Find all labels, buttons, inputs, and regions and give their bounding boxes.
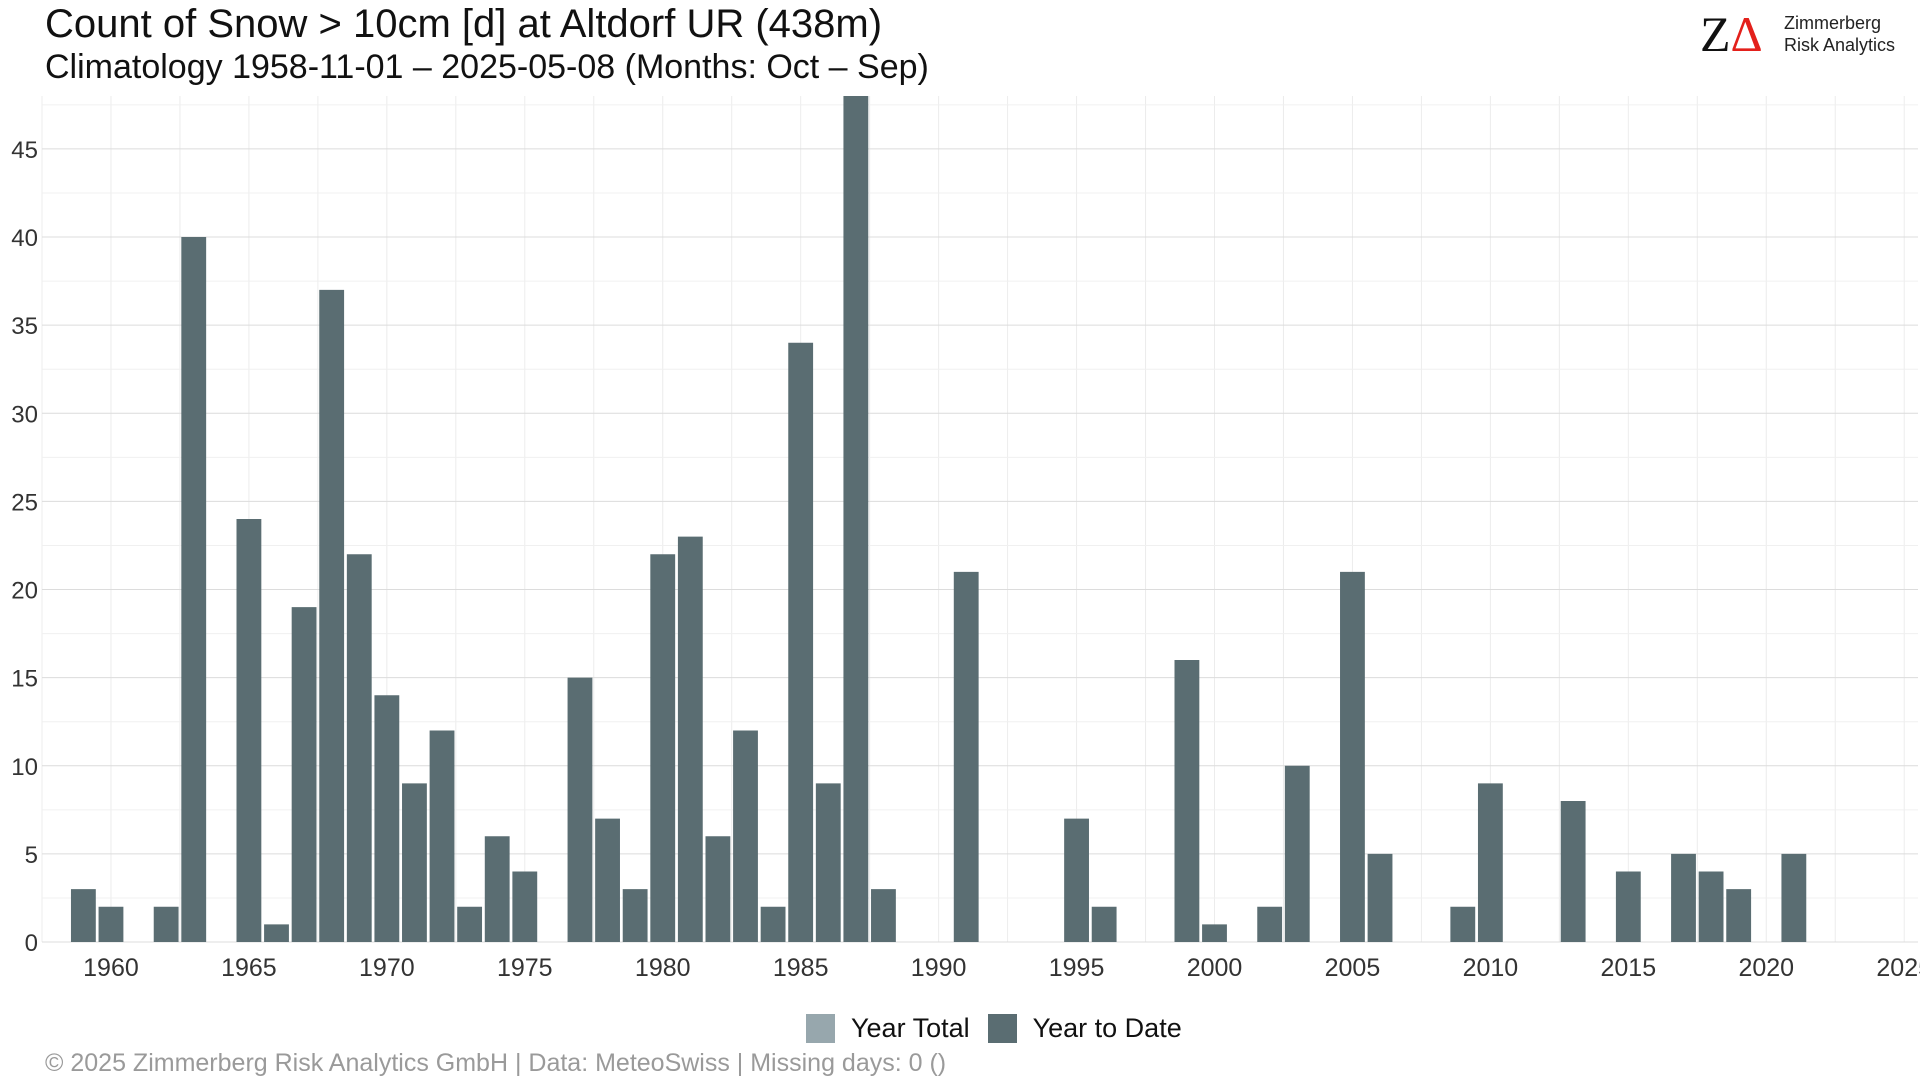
bar-1982 — [705, 836, 731, 942]
y-tick-label: 45 — [11, 137, 38, 164]
bar-1978 — [595, 818, 620, 942]
bar-1995 — [1064, 818, 1089, 942]
x-tick-label: 2025 — [1876, 954, 1920, 982]
bar-2002 — [1257, 906, 1283, 942]
x-tick-label: 1975 — [497, 954, 553, 982]
bar-1969 — [346, 554, 372, 942]
bar-2000 — [1202, 924, 1227, 942]
logo-mark: ZΔ — [1700, 8, 1763, 60]
bar-2017 — [1671, 853, 1696, 942]
logo-text: Zimmerberg Risk Analytics — [1784, 12, 1895, 56]
logo-line-2: Risk Analytics — [1784, 35, 1896, 55]
legend-label-year-total: Year Total — [851, 1012, 970, 1043]
legend-item-year-to-date: Year to Date — [987, 1012, 1182, 1044]
bar-1984 — [760, 906, 786, 942]
x-tick-label: 1980 — [635, 954, 691, 982]
bar-1962 — [153, 906, 179, 942]
bar-1981 — [677, 536, 703, 942]
x-tick-label: 2020 — [1738, 954, 1794, 982]
x-tick-label: 1965 — [221, 954, 277, 982]
bar-1974 — [484, 836, 510, 942]
x-tick-label: 2015 — [1601, 954, 1657, 982]
y-tick-label: 10 — [11, 754, 38, 781]
bar-2010 — [1477, 783, 1503, 942]
x-tick-label: 1990 — [911, 954, 967, 982]
y-tick-label: 5 — [25, 842, 38, 869]
bar-1985 — [788, 342, 814, 942]
x-tick-label: 1970 — [359, 954, 415, 982]
x-tick-label: 1985 — [773, 954, 829, 982]
x-tick-label: 2005 — [1325, 954, 1381, 982]
legend-label-year-to-date: Year to Date — [1032, 1012, 1182, 1043]
y-tick-label: 40 — [11, 225, 38, 252]
bar-1996 — [1091, 906, 1117, 942]
chart-title: Count of Snow > 10cm [d] at Altdorf UR (… — [45, 2, 883, 46]
footer-credits: © 2025 Zimmerberg Risk Analytics GmbH | … — [45, 1049, 947, 1077]
bar-1987 — [843, 96, 869, 942]
bar-1968 — [319, 289, 345, 942]
x-tick-label: 1960 — [83, 954, 139, 982]
legend-swatch-year-to-date — [987, 1013, 1017, 1043]
x-tick-label: 2010 — [1463, 954, 1519, 982]
bar-2019 — [1726, 889, 1752, 942]
bar-2013 — [1560, 801, 1586, 942]
y-tick-label: 35 — [11, 313, 38, 340]
logo-mark-z: Z — [1700, 6, 1731, 62]
bar-1970 — [374, 695, 400, 942]
y-tick-label: 25 — [11, 489, 38, 516]
bar-2015 — [1615, 871, 1641, 942]
y-tick-label: 15 — [11, 666, 38, 693]
bar-1959 — [70, 889, 96, 942]
bar-1973 — [457, 906, 483, 942]
bar-2005 — [1340, 571, 1365, 942]
bar-1960 — [98, 906, 124, 942]
legend: Year Total Year to Date — [806, 1012, 1200, 1044]
logo-line-1: Zimmerberg — [1784, 13, 1882, 33]
x-tick-label: 2000 — [1187, 954, 1243, 982]
bar-2006 — [1367, 853, 1393, 942]
bar-1980 — [650, 554, 676, 942]
bar-1983 — [733, 730, 758, 942]
bar-1963 — [181, 237, 207, 942]
y-axis-tick-labels: 0 5 10 15 20 25 30 35 40 45 — [11, 137, 38, 957]
legend-item-year-total: Year Total — [806, 1013, 970, 1044]
x-axis-tick-labels: 1960 1965 1970 1975 1980 1985 1990 1995 2000 2005… — [83, 954, 1920, 982]
bar-1975 — [512, 871, 538, 942]
bar-1966 — [264, 924, 289, 942]
bar-2018 — [1698, 871, 1724, 942]
x-tick-label: 1995 — [1049, 954, 1105, 982]
chart-subtitle: Climatology 1958-11-01 – 2025-05-08 (Mon… — [45, 48, 929, 86]
bar-1967 — [291, 607, 317, 942]
bar-2009 — [1450, 906, 1476, 942]
logo-mark-delta: Δ — [1730, 6, 1763, 62]
company-logo: ZΔ Zimmerberg Risk Analytics — [1700, 8, 1900, 60]
bar-2003 — [1284, 765, 1310, 942]
bar-1977 — [567, 677, 593, 942]
grid-lines — [41, 96, 1918, 943]
bar-1965 — [236, 519, 262, 942]
legend-swatch-year-total — [806, 1013, 835, 1043]
bar-1986 — [815, 783, 841, 942]
bar-1971 — [402, 783, 427, 942]
y-tick-label: 0 — [25, 930, 38, 957]
bars — [70, 96, 1807, 942]
y-tick-label: 20 — [11, 578, 38, 605]
bar-1988 — [871, 889, 896, 942]
bar-1979 — [622, 889, 648, 942]
bar-1991 — [953, 571, 979, 942]
bar-1999 — [1174, 660, 1200, 942]
y-tick-label: 30 — [11, 401, 38, 428]
bar-2021 — [1781, 853, 1807, 942]
bar-1972 — [429, 730, 455, 942]
